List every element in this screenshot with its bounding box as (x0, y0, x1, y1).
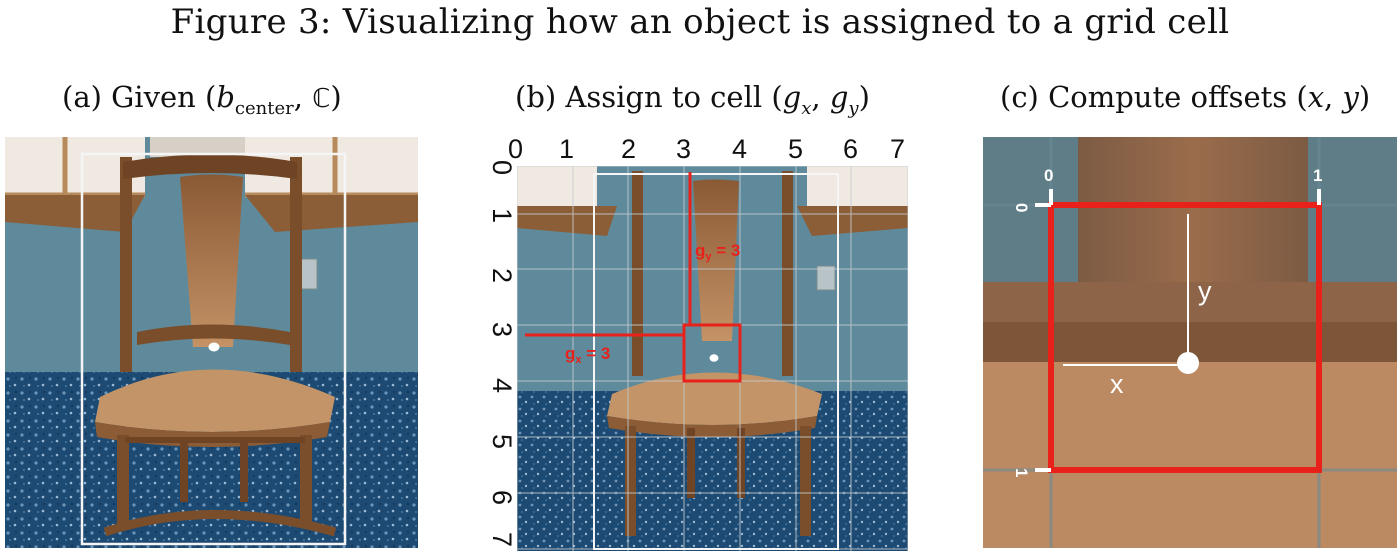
col-tick: 7 (890, 134, 906, 164)
col-tick: 1 (559, 134, 575, 164)
row-tick: 0 (487, 159, 518, 176)
col-tick: 2 (621, 134, 637, 164)
col-tick: 6 (843, 134, 859, 164)
gy-label: gy = 3 (695, 241, 740, 263)
grid-lines (517, 166, 908, 551)
panel-a-image (5, 137, 418, 548)
corner-x0-label: 0 (1044, 166, 1053, 185)
assigned-cell (682, 323, 742, 383)
x-offset-label: x (1110, 369, 1124, 399)
row-tick: 4 (487, 377, 518, 394)
panel-a-caption: (a) Given (bcenter, ℂ) (62, 80, 342, 119)
corner-y0-label: 0 (1012, 203, 1031, 212)
col-tick: 5 (788, 134, 804, 164)
col-tick: 0 (508, 134, 524, 164)
row-tick: 7 (487, 531, 518, 548)
assigned-cell (1048, 202, 1322, 473)
y-offset-label: y (1198, 276, 1212, 306)
center-point (709, 354, 719, 362)
row-tick: 5 (487, 433, 518, 450)
bounding-box (80, 152, 347, 546)
panel-c-caption: (c) Compute offsets (x, y) (1000, 80, 1371, 114)
figure-title: Figure 3: Visualizing how an object is a… (170, 2, 1230, 42)
row-tick: 2 (487, 267, 518, 284)
panel-b-caption: (b) Assign to cell (gx, gy) (515, 80, 870, 119)
bounding-box (593, 173, 839, 550)
row-tick: 6 (487, 489, 518, 506)
col-tick: 4 (732, 134, 748, 164)
gx-label: gx = 3 (565, 344, 610, 366)
corner-x1-label: 1 (1313, 166, 1322, 185)
corner-y1-label: 1 (1012, 468, 1031, 477)
center-point (208, 342, 220, 352)
panel-b-image: gy = 3 gx = 3 (517, 166, 908, 551)
col-tick: 3 (676, 134, 692, 164)
row-tick: 1 (487, 207, 518, 224)
panel-c-image: 0 1 0 1 y x (983, 137, 1397, 548)
center-point (1177, 352, 1199, 374)
row-tick: 3 (487, 321, 518, 338)
